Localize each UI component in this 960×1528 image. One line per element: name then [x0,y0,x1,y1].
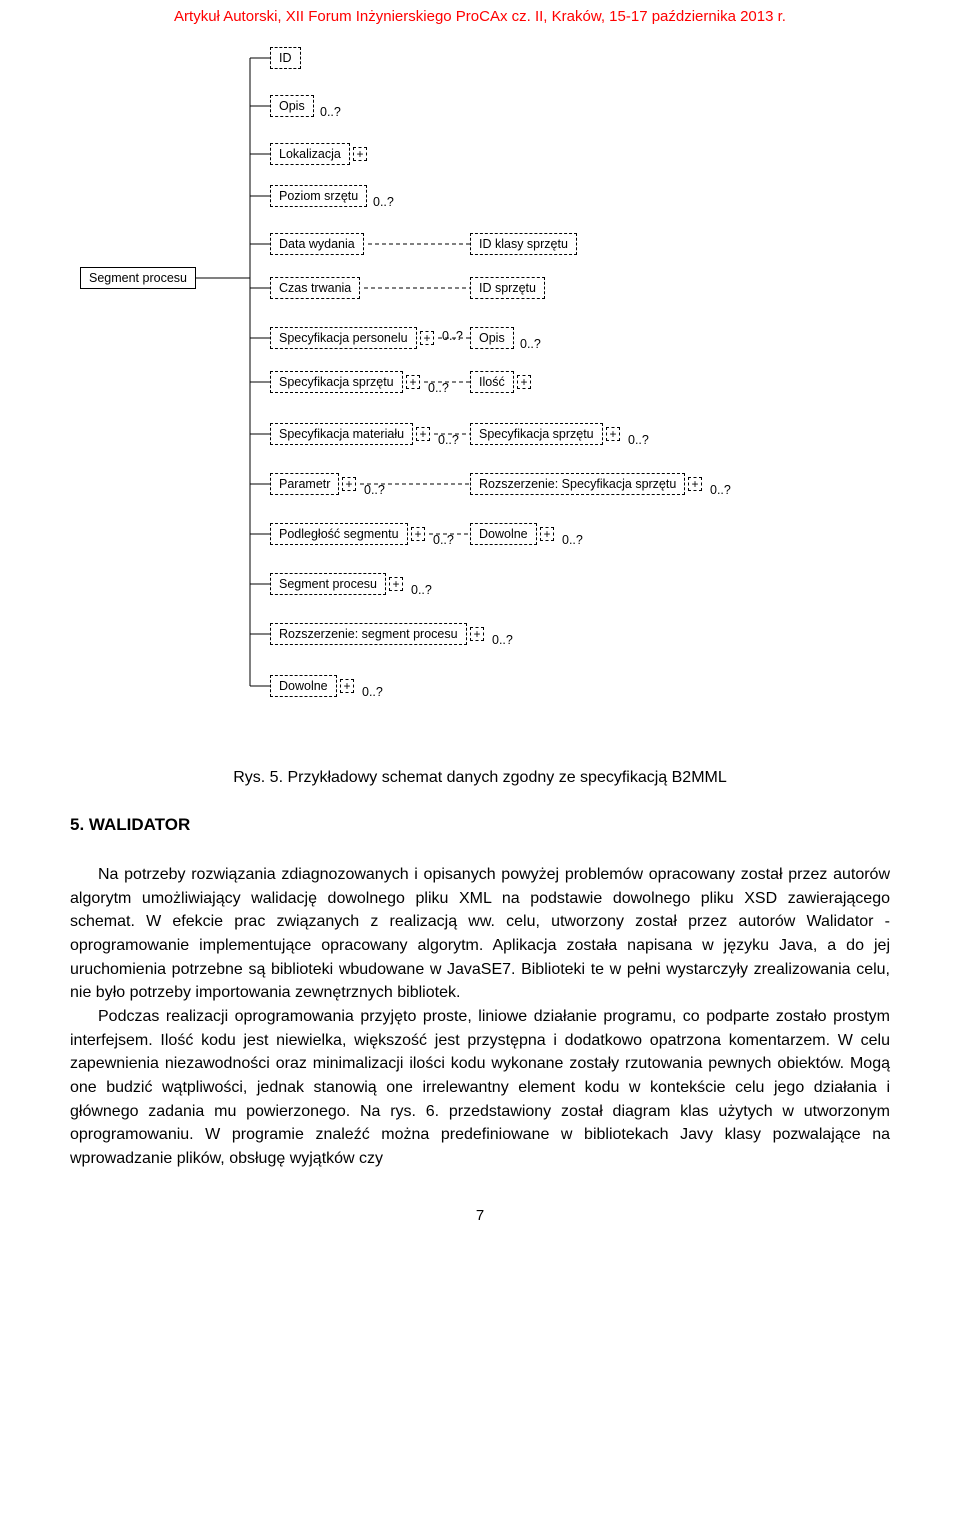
diagram-node: ID [270,47,301,69]
expand-icon: + [606,427,620,441]
diagram-node: Ilość [470,371,514,393]
diagram-node: Opis [470,327,514,349]
diagram-node: ID klasy sprzętu [470,233,577,255]
diagram-node: Rozszerzenie: Specyfikacja sprzętu [470,473,685,495]
cardinality-label: 0..? [442,329,463,343]
diagram-node: Czas trwania [270,277,360,299]
cardinality-label: 0..? [520,337,541,351]
expand-icon: + [688,477,702,491]
expand-icon: + [411,527,425,541]
expand-icon: + [406,375,420,389]
cardinality-label: 0..? [438,433,459,447]
diagram-node: Data wydania [270,233,364,255]
page-header: Artykuł Autorski, XII Forum Inżynierskie… [70,0,890,39]
expand-icon: + [340,679,354,693]
diagram-root-node: Segment procesu [80,267,196,289]
figure-caption: Rys. 5. Przykładowy schemat danych zgodn… [70,769,890,787]
paragraph: Na potrzeby rozwiązania zdiagnozowanych … [70,863,890,1005]
section-heading: 5. WALIDATOR [70,815,890,835]
diagram-node: Segment procesu [270,573,386,595]
cardinality-label: 0..? [428,381,449,395]
expand-icon: + [389,577,403,591]
schema-diagram: Segment procesuIDOpis0..?Lokalizacja+Poz… [70,39,890,759]
cardinality-label: 0..? [492,633,513,647]
diagram-node: Specyfikacja sprzętu [470,423,603,445]
page-number: 7 [70,1207,890,1224]
cardinality-label: 0..? [373,195,394,209]
expand-icon: + [540,527,554,541]
diagram-node: Dowolne [270,675,337,697]
diagram-node: Poziom srzętu [270,185,367,207]
diagram-node: Parametr [270,473,339,495]
diagram-node: Rozszerzenie: segment procesu [270,623,467,645]
diagram-node: Specyfikacja materiału [270,423,413,445]
diagram-node: ID sprzętu [470,277,545,299]
cardinality-label: 0..? [710,483,731,497]
cardinality-label: 0..? [433,533,454,547]
expand-icon: + [353,147,367,161]
body-text: Na potrzeby rozwiązania zdiagnozowanych … [70,863,890,1171]
expand-icon: + [420,331,434,345]
diagram-node: Opis [270,95,314,117]
diagram-node: Dowolne [470,523,537,545]
diagram-node: Lokalizacja [270,143,350,165]
expand-icon: + [517,375,531,389]
expand-icon: + [416,427,430,441]
cardinality-label: 0..? [362,685,383,699]
cardinality-label: 0..? [562,533,583,547]
cardinality-label: 0..? [364,483,385,497]
diagram-node: Specyfikacja sprzętu [270,371,403,393]
expand-icon: + [342,477,356,491]
cardinality-label: 0..? [628,433,649,447]
diagram-node: Specyfikacja personelu [270,327,417,349]
cardinality-label: 0..? [411,583,432,597]
diagram-node: Podległość segmentu [270,523,408,545]
paragraph: Podczas realizacji oprogramowania przyję… [70,1005,890,1171]
cardinality-label: 0..? [320,105,341,119]
expand-icon: + [470,627,484,641]
